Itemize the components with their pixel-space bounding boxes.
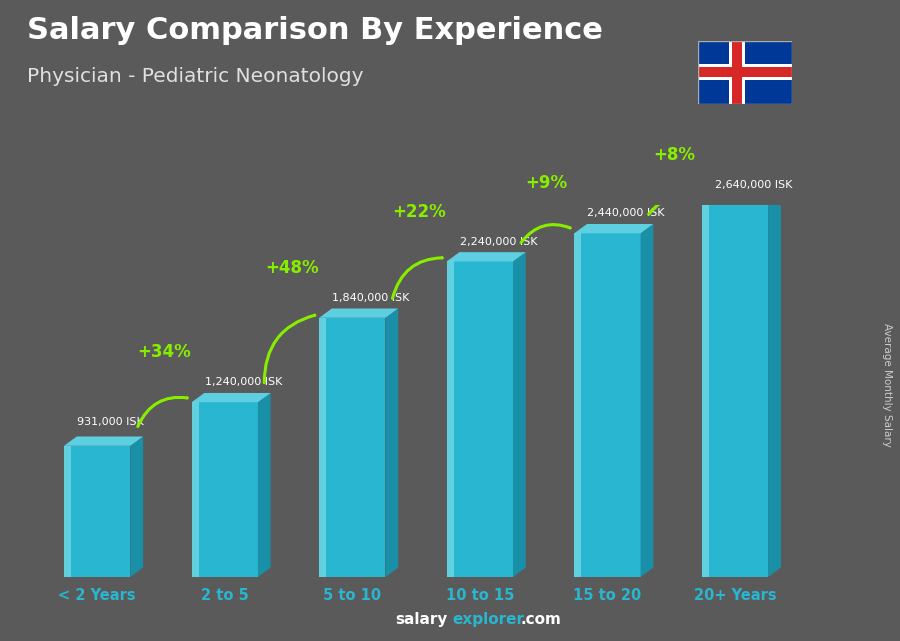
Polygon shape: [192, 403, 258, 577]
Polygon shape: [320, 318, 385, 577]
Polygon shape: [446, 262, 513, 577]
Polygon shape: [192, 403, 199, 577]
Polygon shape: [574, 233, 581, 577]
Text: salary: salary: [395, 612, 447, 627]
Polygon shape: [702, 205, 709, 577]
Text: 1,840,000 ISK: 1,840,000 ISK: [332, 293, 410, 303]
Polygon shape: [702, 205, 768, 577]
Text: .com: .com: [520, 612, 561, 627]
Text: +48%: +48%: [265, 259, 319, 277]
Bar: [698, 64, 792, 80]
Text: 2,240,000 ISK: 2,240,000 ISK: [460, 237, 537, 247]
Polygon shape: [320, 318, 326, 577]
Text: explorer: explorer: [453, 612, 525, 627]
Text: +8%: +8%: [653, 146, 696, 164]
Polygon shape: [258, 393, 271, 577]
Text: Physician - Pediatric Neonatology: Physician - Pediatric Neonatology: [27, 67, 364, 87]
FancyArrowPatch shape: [521, 224, 570, 242]
Bar: [733, 40, 742, 104]
Polygon shape: [192, 393, 271, 403]
Polygon shape: [385, 308, 398, 577]
Bar: [698, 67, 792, 77]
FancyArrowPatch shape: [138, 397, 187, 426]
Polygon shape: [768, 196, 781, 577]
Text: 1,240,000 ISK: 1,240,000 ISK: [205, 378, 283, 387]
Text: +9%: +9%: [526, 174, 568, 192]
Text: +22%: +22%: [392, 203, 446, 221]
FancyArrowPatch shape: [392, 258, 442, 298]
Polygon shape: [574, 224, 653, 233]
Polygon shape: [513, 252, 526, 577]
Polygon shape: [446, 252, 526, 262]
FancyArrowPatch shape: [649, 196, 698, 214]
Polygon shape: [64, 445, 71, 577]
Polygon shape: [320, 308, 398, 318]
FancyArrowPatch shape: [265, 315, 315, 383]
Text: 931,000 ISK: 931,000 ISK: [77, 417, 144, 427]
Bar: [729, 40, 745, 104]
Polygon shape: [64, 437, 143, 445]
Polygon shape: [64, 445, 130, 577]
Text: 2,640,000 ISK: 2,640,000 ISK: [716, 180, 792, 190]
Polygon shape: [574, 233, 641, 577]
Polygon shape: [446, 262, 454, 577]
Polygon shape: [702, 196, 781, 205]
Polygon shape: [641, 224, 653, 577]
Text: +34%: +34%: [138, 344, 191, 362]
Text: Average Monthly Salary: Average Monthly Salary: [881, 322, 892, 447]
Text: Salary Comparison By Experience: Salary Comparison By Experience: [27, 16, 603, 45]
Polygon shape: [130, 437, 143, 577]
Text: 2,440,000 ISK: 2,440,000 ISK: [588, 208, 665, 219]
